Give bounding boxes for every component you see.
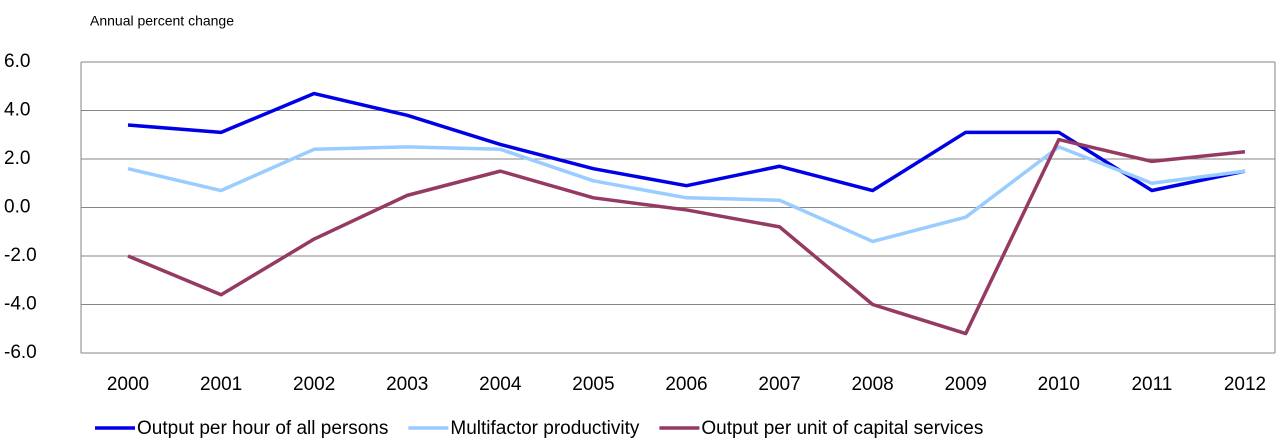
x-tick-label: 2000 xyxy=(107,374,149,395)
x-tick-label: 2008 xyxy=(851,374,893,395)
x-tick-label: 2001 xyxy=(200,374,242,395)
series-line xyxy=(127,145,1246,244)
x-tick-label: 2011 xyxy=(1131,374,1172,395)
y-tick-label: -4.0 xyxy=(4,294,37,315)
y-tick-label: -2.0 xyxy=(4,245,37,266)
x-tick-label: 2003 xyxy=(386,374,428,395)
y-tick-label: 0.0 xyxy=(4,197,30,218)
y-tick-label: 4.0 xyxy=(4,100,30,121)
series-line xyxy=(127,91,1246,193)
x-tick-label: 2002 xyxy=(293,374,335,395)
y-tick-label: 6.0 xyxy=(4,51,30,72)
y-tick-label: 2.0 xyxy=(4,148,30,169)
legend-label: Output per unit of capital services xyxy=(701,418,983,439)
x-tick-label: 2004 xyxy=(479,374,522,395)
y-axis-label: Annual percent change xyxy=(90,13,234,29)
legend-label: Output per hour of all persons xyxy=(137,418,388,439)
y-tick-label: -6.0 xyxy=(4,342,37,363)
x-tick-label: 2006 xyxy=(665,374,707,395)
x-tick-label: 2007 xyxy=(758,374,800,395)
x-tick-label: 2012 xyxy=(1224,374,1266,395)
series-line xyxy=(127,137,1246,336)
legend-label: Multifactor productivity xyxy=(450,418,640,439)
x-tick-label: 2009 xyxy=(945,374,987,395)
x-tick-label: 2005 xyxy=(572,374,614,395)
x-tick-label: 2010 xyxy=(1038,374,1080,395)
